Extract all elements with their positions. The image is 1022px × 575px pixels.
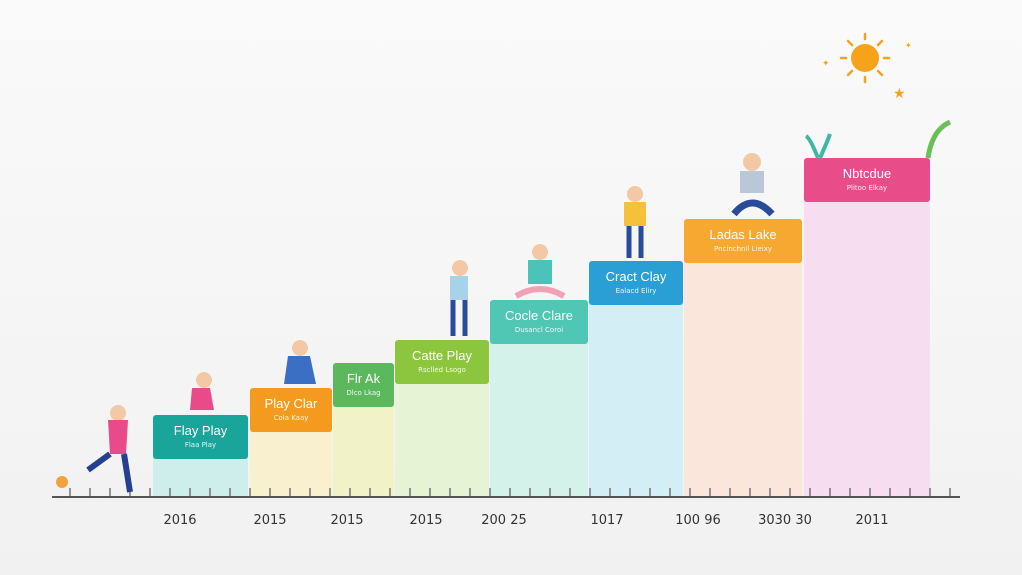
- svg-text:✦: ✦: [822, 59, 830, 69]
- step-column: [490, 340, 588, 497]
- year-label: 1017: [590, 513, 623, 528]
- step-sublabel: Dlco Lkag: [346, 389, 380, 397]
- step-sublabel: Ealacd Eliry: [616, 287, 657, 295]
- year-label: 2011: [855, 513, 888, 528]
- sun: ★ ✦ ✦: [822, 32, 912, 102]
- plant: [804, 133, 832, 159]
- svg-text:✦: ✦: [905, 41, 912, 50]
- step-label: Play Clar: [265, 396, 318, 411]
- step-column: [153, 455, 248, 497]
- step-sublabel: Pncinchnil Lieixy: [714, 245, 772, 253]
- steps: Flay Play Flaa Play Play Clar Cola Kaay Flr …: [153, 158, 930, 497]
- kid: [190, 372, 214, 410]
- kid: [514, 244, 566, 299]
- step-column: [684, 259, 802, 497]
- step-label: Nbtcdue: [843, 166, 891, 181]
- step-sublabel: Cola Kaay: [274, 414, 309, 422]
- kid: [731, 153, 775, 217]
- step-column: [250, 428, 332, 497]
- step-column: [804, 198, 930, 497]
- step-cap: [589, 261, 683, 305]
- year-label: 2015: [409, 513, 442, 528]
- step-cap: [684, 219, 802, 263]
- step-label: Ladas Lake: [709, 227, 776, 242]
- step-cap: [395, 340, 489, 384]
- step-cap: [153, 415, 248, 459]
- kid: [56, 405, 133, 493]
- year-label: 2015: [330, 513, 363, 528]
- step-column: [333, 403, 394, 497]
- step-cap: [804, 158, 930, 202]
- kid: [284, 340, 316, 384]
- year-label: 2015: [253, 513, 286, 528]
- step-sublabel: Dusancl Coroi: [515, 326, 563, 334]
- plant: [925, 119, 952, 159]
- step-label: Cocle Clare: [505, 308, 573, 323]
- kid: [624, 186, 646, 258]
- step-column: [589, 301, 683, 497]
- step-label: Cract Clay: [606, 269, 667, 284]
- step-cap: [250, 388, 332, 432]
- kids: [56, 119, 952, 493]
- svg-text:★: ★: [893, 86, 906, 102]
- step-label: Flay Play: [174, 423, 228, 438]
- ticks: 2016 2015 2015 2015 200 25 1017 100 96 3030 30 2…: [69, 488, 951, 528]
- year-label: 3030 30: [758, 513, 812, 528]
- step-sublabel: Flaa Play: [185, 441, 216, 449]
- step-cap: [490, 300, 588, 344]
- step-sublabel: Rsclled Lsogo: [418, 366, 466, 374]
- step-label: Catte Play: [412, 348, 472, 363]
- step-cap: [333, 363, 394, 407]
- year-label: 2016: [163, 513, 196, 528]
- step-sublabel: Plitoo Elkay: [847, 184, 887, 192]
- step-column: [395, 380, 489, 497]
- kid: [450, 260, 468, 336]
- step-label: Flr Ak: [347, 371, 381, 386]
- year-label: 100 96: [675, 513, 721, 528]
- year-label: 200 25: [481, 513, 527, 528]
